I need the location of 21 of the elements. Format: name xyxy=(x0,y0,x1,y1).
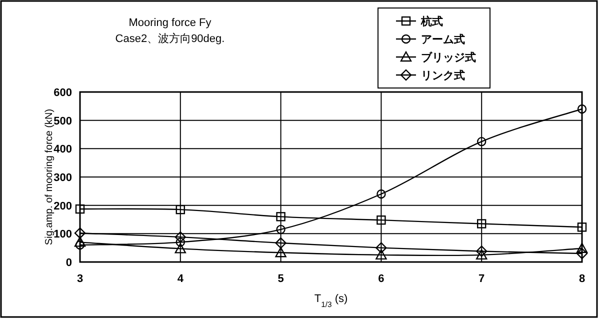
y-tick-label: 400 xyxy=(54,144,72,156)
y-tick-label: 500 xyxy=(54,115,72,128)
x-axis-title: T$_{1/3}$ (s) xyxy=(314,293,348,308)
chart-subtitle: Case2、波方向90deg. xyxy=(115,32,225,45)
legend-label: 杭式 xyxy=(420,15,443,28)
x-tick-label: 8 xyxy=(578,273,586,285)
x-tick-label: 7 xyxy=(478,273,485,285)
y-tick-label: 100 xyxy=(54,228,72,241)
x-tick-label: 5 xyxy=(278,273,284,285)
y-tick-label: 0 xyxy=(66,257,72,269)
legend-label: リンク式 xyxy=(421,69,465,82)
y-tick-label: 600 xyxy=(54,87,72,99)
legend-label: ブリッジ式 xyxy=(421,51,476,64)
y-axis-title: Sig.amp. of mooring force (kN) xyxy=(44,108,55,246)
x-tick-label: 4 xyxy=(177,273,184,285)
x-tick-label: 6 xyxy=(378,273,384,285)
y-tick-label: 200 xyxy=(54,200,72,212)
x-tick-label: 3 xyxy=(76,273,84,285)
legend-label: アーム式 xyxy=(421,33,465,46)
chart-title: Mooring force Fy xyxy=(128,17,212,29)
y-tick-label: 300 xyxy=(54,172,72,184)
